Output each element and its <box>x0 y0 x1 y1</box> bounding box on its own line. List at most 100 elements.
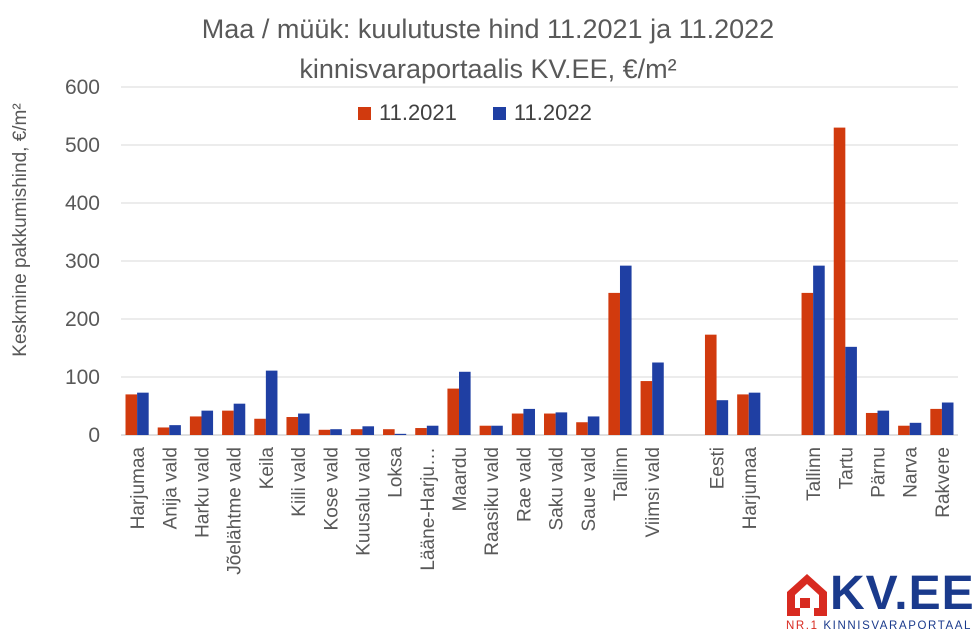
logo-tag-text: KINNISVARAPORTAAL <box>823 620 973 632</box>
legend: 11.2021 11.2022 <box>358 100 592 126</box>
bar-11-2021 <box>704 334 717 435</box>
bar-11-2021 <box>383 429 395 435</box>
x-tick-label: Keila <box>257 447 278 490</box>
y-axis-label: Keskmine pakkumishind, €/m² <box>10 103 31 356</box>
bar-11-2022 <box>201 410 214 435</box>
bar-11-2022 <box>877 410 890 435</box>
legend-item-2022: 11.2022 <box>492 100 592 126</box>
bar-11-2021 <box>222 410 234 435</box>
bar-11-2021 <box>511 413 524 435</box>
gridlines <box>121 86 958 436</box>
x-tick-label: Kose vald <box>321 447 342 530</box>
logo-text: KV.EE <box>830 567 975 620</box>
bar-11-2022 <box>652 362 664 435</box>
x-tick-label: Narva <box>901 447 922 498</box>
x-tick-label: Rakvere <box>933 447 954 518</box>
legend-swatch-2021 <box>358 106 371 120</box>
chart-title: Maa / müük: kuulutuste hind 11.2021 ja 1… <box>201 14 775 44</box>
bar-11-2022 <box>330 429 342 435</box>
bar-11-2021 <box>865 412 878 435</box>
bar-11-2021 <box>833 127 846 435</box>
bar-11-2022 <box>619 265 632 435</box>
y-tick-label: 400 <box>65 192 100 215</box>
bar-11-2022 <box>909 422 922 435</box>
x-tick-label: Jõelähtme vald <box>225 447 246 575</box>
bar-11-2021 <box>254 418 266 435</box>
bar-11-2021 <box>737 394 749 435</box>
bar-11-2021 <box>608 292 620 435</box>
x-tick-label: Loksa <box>386 447 407 498</box>
logo-tagline: NR.1 KINNISVARAPORTAAL <box>786 620 972 632</box>
bars <box>125 127 954 435</box>
x-tick-label: Maardu <box>450 447 471 511</box>
y-tick-label: 300 <box>65 250 100 273</box>
y-tick-label: 100 <box>65 366 100 389</box>
bar-11-2022 <box>845 346 857 435</box>
bar-11-2021 <box>157 427 170 435</box>
bar-11-2021 <box>189 416 202 435</box>
bar-11-2022 <box>394 433 407 435</box>
legend-label-2022: 11.2022 <box>513 100 592 125</box>
bar-11-2021 <box>576 422 588 435</box>
x-tick-label: Harjumaa <box>740 447 761 530</box>
bar-11-2021 <box>544 413 556 435</box>
bar-11-2022 <box>426 425 439 435</box>
bar-11-2022 <box>555 412 568 435</box>
logo-tag-nr: NR.1 <box>786 620 819 632</box>
bar-11-2022 <box>233 403 246 435</box>
bar-11-2022 <box>748 392 761 435</box>
x-tick-label: Harjumaa <box>128 447 149 530</box>
bar-11-2021 <box>930 408 942 435</box>
bar-11-2022 <box>265 370 278 435</box>
house-logo-icon <box>787 574 827 616</box>
bar-11-2021 <box>286 417 299 435</box>
bar-11-2021 <box>318 429 331 435</box>
x-tick-label: Tallinn <box>611 447 632 501</box>
x-axis: Harjumaa Anija vald Harku vald Jõelähtme va… <box>128 447 954 575</box>
bar-11-2021 <box>125 394 138 435</box>
bar-11-2021 <box>479 425 492 435</box>
bar-11-2021 <box>350 429 363 435</box>
bar-11-2022 <box>137 392 149 435</box>
y-tick-label: 600 <box>65 76 100 99</box>
bar-11-2021 <box>801 292 814 435</box>
x-tick-label: Rae vald <box>514 447 535 522</box>
x-tick-label: Raasiku vald <box>482 447 503 556</box>
legend-swatch-2022 <box>492 106 506 120</box>
legend-label-2021: 11.2021 <box>379 100 457 125</box>
x-tick-label: Kuusalu vald <box>353 447 374 556</box>
x-tick-label: Lääne-Harju… <box>418 447 439 571</box>
x-tick-label: Saue vald <box>579 447 600 532</box>
bar-11-2022 <box>587 416 600 435</box>
x-tick-label: Pärnu <box>869 447 890 498</box>
bar-11-2022 <box>941 402 954 435</box>
bar-11-2022 <box>362 426 375 435</box>
bar-11-2021 <box>447 388 460 435</box>
bar-11-2022 <box>298 413 310 435</box>
x-tick-label: Saku vald <box>547 447 568 530</box>
y-tick-label: 500 <box>65 134 100 157</box>
bar-11-2021 <box>415 428 427 435</box>
bar-11-2021 <box>898 425 910 435</box>
legend-item-2021: 11.2021 <box>358 100 457 126</box>
x-tick-label: Harku vald <box>192 447 213 538</box>
chart-subtitle: kinnisvaraportaalis KV.EE, €/m² <box>299 54 677 84</box>
y-tick-label: 0 <box>88 424 100 447</box>
bar-11-2022 <box>523 408 535 435</box>
bar-11-2022 <box>459 371 471 435</box>
x-tick-label: Tallinn <box>804 447 825 501</box>
y-axis: 0 100 200 300 400 500 600 <box>65 76 100 447</box>
bar-11-2022 <box>491 425 503 435</box>
bar-11-2022 <box>813 265 825 435</box>
y-tick-label: 200 <box>65 308 100 331</box>
x-tick-label: Eesti <box>708 447 729 489</box>
x-tick-label: Kiili vald <box>289 447 310 517</box>
x-tick-label: Tartu <box>836 447 857 489</box>
bar-11-2022 <box>716 400 729 435</box>
kv-ee-logo: KV.EE NR.1 KINNISVARAPORTAAL <box>786 567 974 634</box>
x-tick-label: Anija vald <box>160 447 181 529</box>
x-tick-label: Viimsi vald <box>643 447 664 537</box>
bar-11-2022 <box>169 425 181 435</box>
bar-11-2021 <box>640 381 653 435</box>
